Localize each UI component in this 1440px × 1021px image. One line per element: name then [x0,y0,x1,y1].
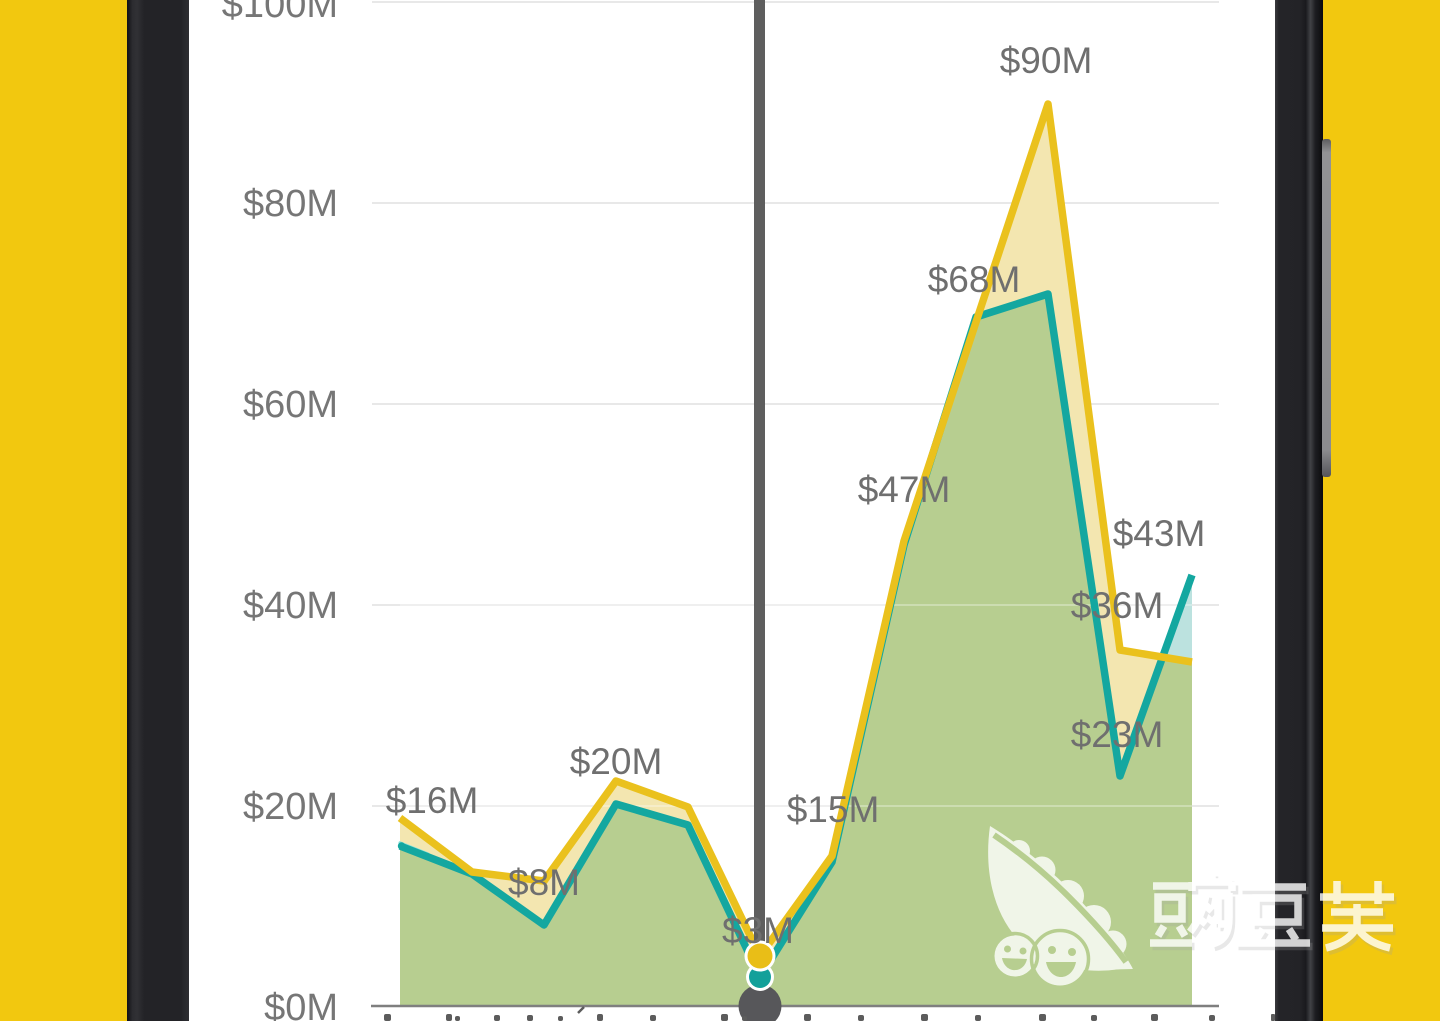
svg-text:$68M: $68M [928,259,1021,300]
svg-text:$60M: $60M [243,384,338,426]
svg-text:$15M: $15M [787,789,880,830]
svg-text:$90M: $90M [1000,40,1093,81]
svg-text:$100M: $100M [222,0,338,26]
svg-text:$36M: $36M [1071,585,1164,626]
svg-text:$20M: $20M [570,741,663,782]
svg-text:$0M: $0M [264,987,338,1021]
svg-text:$80M: $80M [243,183,338,225]
svg-text:$16M: $16M [386,780,479,821]
svg-text:$23M: $23M [1071,714,1164,755]
svg-text:$47M: $47M [858,469,951,510]
svg-text:$8M: $8M [508,862,580,903]
svg-text:$20M: $20M [243,786,338,828]
svg-text:$43M: $43M [1113,513,1206,554]
svg-text:$3M: $3M [722,910,794,951]
svg-text:$40M: $40M [243,585,338,627]
